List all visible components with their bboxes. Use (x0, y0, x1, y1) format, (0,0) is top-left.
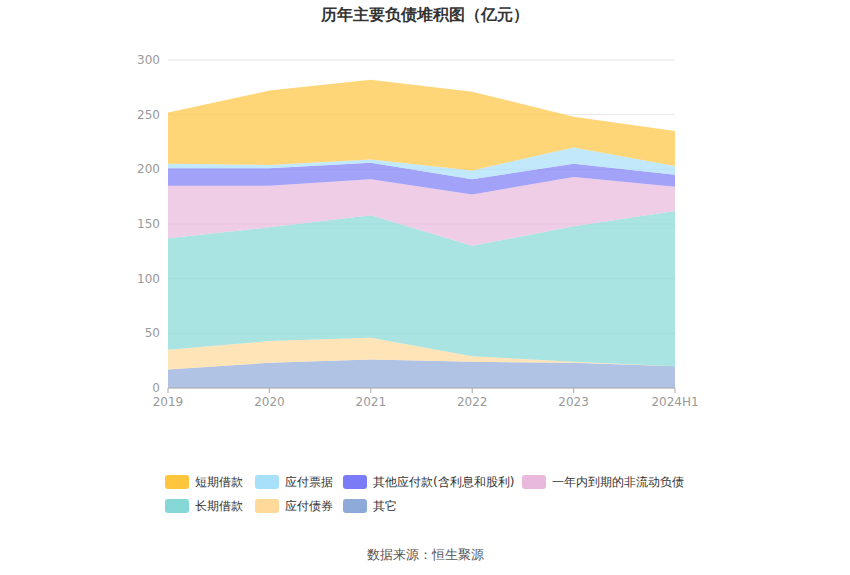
area (168, 211, 675, 366)
legend-swatch (343, 475, 367, 489)
legend-label: 其它 (373, 499, 397, 513)
legend-label: 应付债券 (285, 499, 333, 513)
y-tick-label: 250 (137, 108, 160, 122)
x-tick-label: 2022 (457, 395, 488, 409)
x-tick (675, 388, 676, 393)
y-tick-label: 150 (137, 217, 160, 231)
x-tick-label: 2023 (558, 395, 589, 409)
x-tick-label: 2019 (153, 395, 184, 409)
legend-label: 短期借款 (195, 475, 243, 489)
legend-label: 其他应付款(含利息和股利) (373, 475, 514, 489)
y-tick-label: 50 (145, 326, 160, 340)
x-tick (472, 388, 473, 393)
x-tick (269, 388, 270, 393)
areas (168, 80, 675, 388)
x-tick (168, 388, 169, 393)
legend-swatch (522, 475, 546, 489)
legend-label: 长期借款 (195, 499, 243, 513)
y-tick-label: 200 (137, 162, 160, 176)
y-tick-label: 0 (152, 381, 160, 395)
source: 数据来源：恒生聚源 (367, 547, 484, 562)
legend-swatch (165, 475, 189, 489)
y-tick-label: 300 (137, 53, 160, 67)
legend-label: 一年内到期的非流动负债 (552, 475, 684, 489)
chart: 历年主要负债堆积图（亿元） 0 50 100 150 200 250 300 2019 2020 2… (0, 0, 850, 575)
legend-swatch (255, 499, 279, 513)
x-tick-label: 2020 (254, 395, 285, 409)
y-tick-label: 100 (137, 272, 160, 286)
x-tick-label: 2024H1 (651, 395, 698, 409)
x-tick (370, 388, 371, 393)
legend-swatch (343, 499, 367, 513)
title: 历年主要负债堆积图（亿元） (320, 5, 529, 24)
legend-swatch (255, 475, 279, 489)
area (168, 177, 675, 246)
grid-line (168, 388, 675, 389)
x-tick-label: 2021 (356, 395, 387, 409)
x-axis (168, 388, 675, 389)
legend-swatch (165, 499, 189, 513)
x-tick (573, 388, 574, 393)
legend-label: 应付票据 (285, 475, 333, 489)
grid-line (168, 60, 675, 61)
area (168, 80, 675, 171)
